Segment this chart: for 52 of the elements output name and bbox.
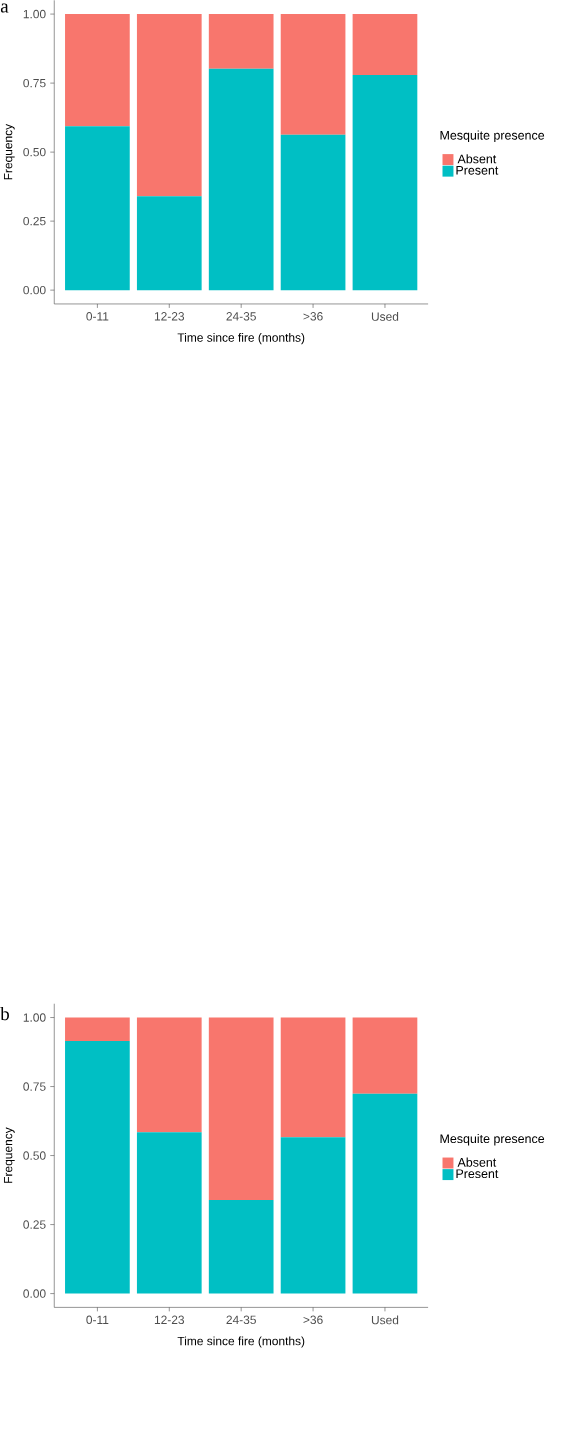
bar: [352, 14, 418, 76]
x-tick-label: 12-23: [154, 1315, 184, 1324]
y-tick-label: 0.75: [23, 1082, 46, 1091]
x-tick-label: >36: [303, 312, 323, 321]
x-tick-label: 0-11: [86, 1315, 109, 1324]
y-tick-label: 1.00: [23, 1013, 46, 1022]
x-tick-label: 0-11: [86, 312, 109, 321]
bar: [136, 1132, 202, 1294]
bar: [280, 1137, 346, 1294]
bar: [136, 196, 202, 291]
bar: [352, 1017, 418, 1094]
bar: [280, 14, 346, 135]
y-tick-label: 0.50: [23, 147, 46, 157]
x-tick-label: Used: [371, 1315, 399, 1325]
x-tick-label: 12-23: [154, 312, 184, 321]
text: b: [0, 1006, 9, 1021]
bar: [136, 1017, 202, 1133]
bar: [280, 134, 346, 291]
y-axis-title: Frequency: [3, 1127, 15, 1183]
bar: [65, 126, 130, 291]
x-axis-title: Time since fire (months): [177, 333, 305, 345]
legend-title: Mesquite presence: [440, 130, 545, 143]
bar: [208, 1200, 274, 1294]
bar: [65, 14, 130, 127]
x-tick-label: 24-35: [226, 1315, 256, 1324]
bar: [136, 14, 202, 197]
legend-label: Absent: [457, 1157, 497, 1167]
x-tick-label: >36: [303, 1315, 323, 1324]
y-tick-label: 0.25: [23, 216, 46, 226]
y-tick-label: 0.00: [23, 285, 46, 295]
bar: [208, 68, 274, 291]
bar: [280, 1017, 346, 1138]
bar: [352, 75, 418, 291]
legend-label: Present: [456, 1169, 499, 1179]
bar: [65, 1017, 130, 1041]
legend-label: Present: [456, 165, 499, 175]
bar: [352, 1093, 418, 1294]
x-axis-title: Time since fire (months): [177, 1336, 305, 1348]
y-axis-title: Frequency: [3, 123, 15, 180]
legend-label: Absent: [457, 154, 497, 164]
legend-title: Mesquite presence: [440, 1133, 545, 1146]
text: a: [0, 3, 9, 13]
bar: [208, 1017, 274, 1201]
x-tick-label: Used: [371, 312, 399, 321]
y-tick-label: 0.50: [23, 1151, 46, 1160]
y-tick-label: 1.00: [23, 9, 46, 19]
bar: [65, 1041, 130, 1294]
bar: [208, 14, 274, 69]
x-tick-label: 24-35: [226, 312, 256, 321]
y-tick-label: 0.75: [23, 78, 46, 88]
y-tick-label: 0.25: [23, 1220, 46, 1229]
y-tick-label: 0.00: [23, 1289, 46, 1298]
